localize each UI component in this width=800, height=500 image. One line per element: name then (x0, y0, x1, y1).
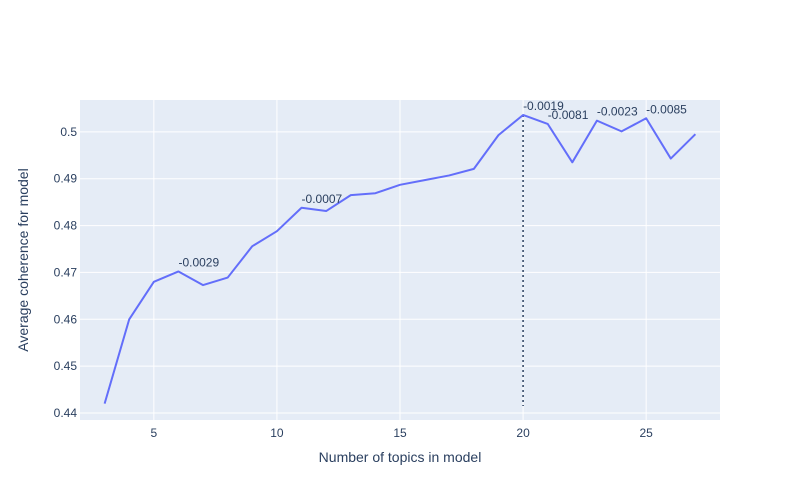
annotation-label: -0.0081 (548, 108, 589, 122)
y-tick-label: 0.49 (54, 172, 78, 186)
grid-lines (80, 100, 720, 420)
annotation-label: -0.0085 (646, 102, 687, 116)
x-axis-title: Number of topics in model (319, 449, 482, 465)
y-tick-label: 0.47 (54, 265, 78, 279)
series-line (103, 113, 697, 404)
x-tick-labels: 5 10 15 20 25 (151, 426, 654, 440)
annotations-group: -0.0029 -0.0007 -0.0019-0.0081 -0.0023 -0.00… (178, 99, 687, 269)
annotation-label: -0.0019 (523, 99, 564, 113)
y-tick-label: 0.48 (54, 219, 78, 233)
x-tick-label: 20 (516, 426, 530, 440)
x-tick-label: 15 (393, 426, 407, 440)
x-tick-label: 5 (151, 426, 158, 440)
y-tick-labels: 0.44 0.45 0.46 0.47 0.48 0.49 0.5 (54, 125, 78, 420)
y-tick-label: 0.46 (54, 312, 78, 326)
annotation-label: -0.0023 (597, 105, 638, 119)
annotation-label: -0.0029 (178, 255, 219, 269)
x-tick-label: 25 (639, 426, 653, 440)
y-tick-label: 0.5 (60, 125, 77, 139)
x-tick-label: 10 (270, 426, 284, 440)
y-tick-label: 0.45 (54, 359, 78, 373)
series-group (103, 113, 697, 404)
y-axis-title: Average coherence for model (15, 168, 31, 351)
y-tick-label: 0.44 (54, 406, 78, 420)
annotation-label: -0.0007 (302, 192, 343, 206)
